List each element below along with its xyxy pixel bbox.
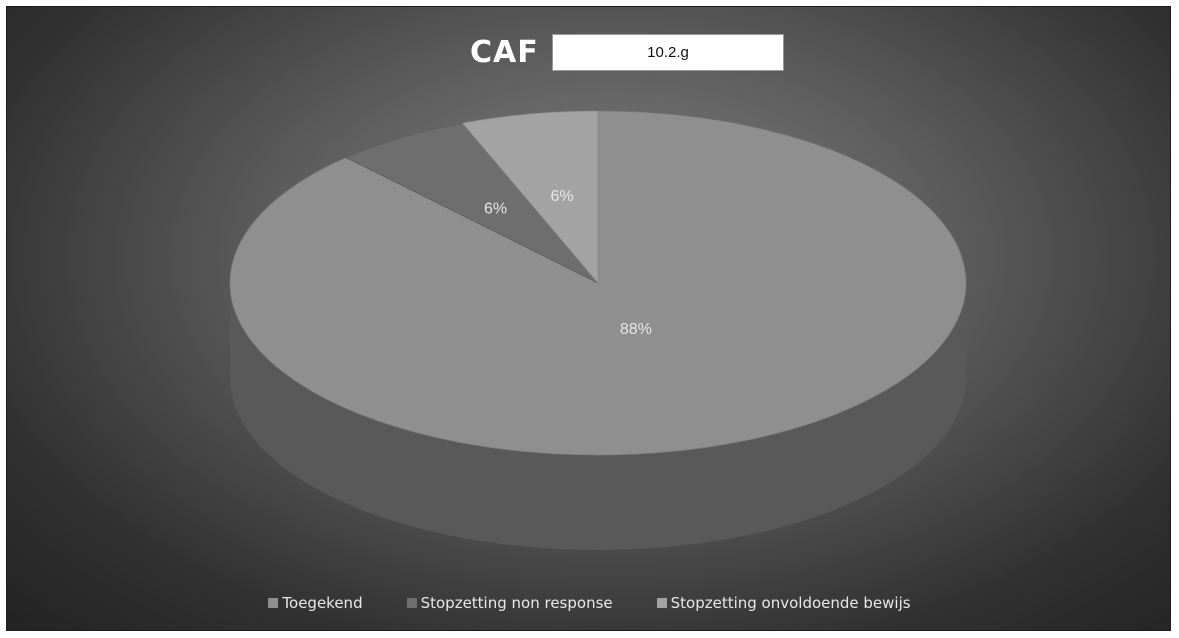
title-label-box: 10.2.g	[552, 34, 784, 71]
pie-top-group	[229, 110, 967, 456]
legend-label-2: Stopzetting non response	[420, 594, 613, 612]
legend-item-2: Stopzetting non response	[406, 594, 613, 612]
legend-swatch-3	[656, 598, 667, 608]
chart-legend: Toegekend Stopzetting non response Stopzet…	[0, 594, 1179, 612]
chart-title: CAF	[470, 34, 539, 70]
pie-slice-2	[345, 122, 599, 284]
legend-item-1: Toegekend	[268, 594, 363, 612]
legend-swatch-2	[406, 598, 417, 608]
chart-title-wrap: CAF	[470, 30, 539, 74]
data-label-2: 6%	[484, 201, 507, 218]
data-label-3: 6%	[551, 188, 574, 205]
data-label-1: 88%	[620, 321, 652, 338]
legend-item-3: Stopzetting onvoldoende bewijs	[656, 594, 911, 612]
pie-side-group	[230, 283, 966, 550]
pie-labels-group: 88% 6% 6%	[484, 188, 652, 338]
legend-swatch-1	[268, 598, 279, 608]
legend-label-3: Stopzetting onvoldoende bewijs	[670, 594, 911, 612]
pie-side-1	[230, 283, 966, 550]
legend-label-1: Toegekend	[282, 594, 363, 612]
pie-slice-3	[461, 110, 599, 285]
